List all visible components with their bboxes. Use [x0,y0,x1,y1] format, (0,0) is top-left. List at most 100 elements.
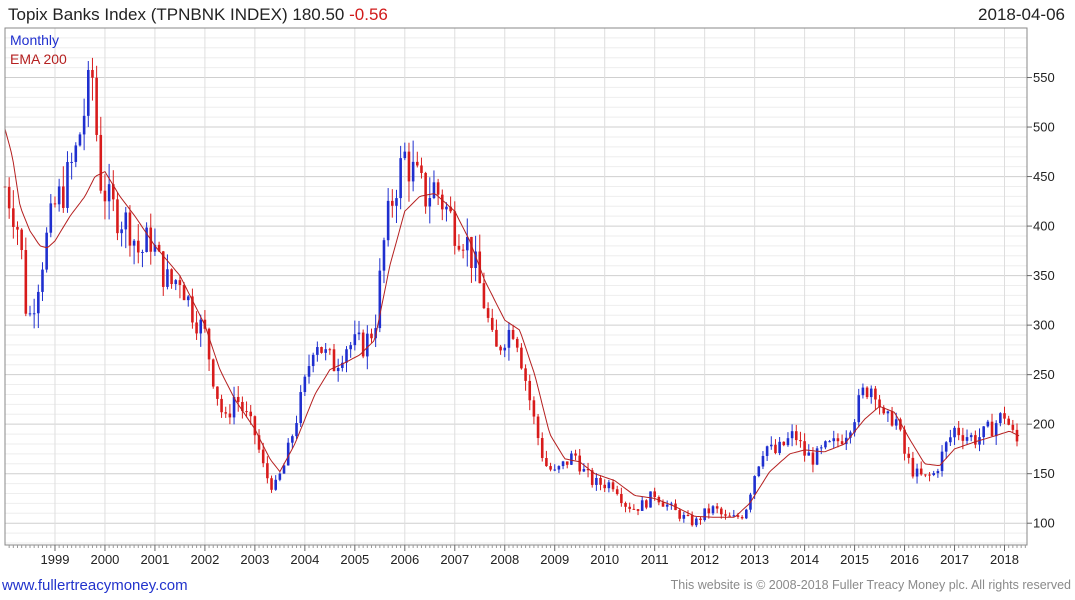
candle-body [940,451,944,472]
candle-body [99,134,103,191]
candle-body [174,280,178,285]
candle-body [1007,418,1010,425]
candle-body [1003,413,1006,419]
candle-body [270,478,273,490]
candle-body [311,354,315,367]
website-link[interactable]: www.fullertreacymoney.com [2,577,188,594]
candle-body [944,442,948,452]
candle-body [470,236,473,268]
candle-body [711,506,715,514]
y-tick-label: 450 [1033,169,1055,184]
candle-body [849,432,852,438]
x-tick-label: 2017 [940,552,969,567]
candle-body [345,349,348,363]
candle-body [357,332,361,335]
candle-body [824,441,827,448]
candle-body [903,429,906,454]
x-tick-label: 2004 [290,552,319,567]
candle-body [91,69,94,78]
candle-body [136,240,140,253]
candle-body [191,296,194,323]
candle-body [507,329,511,348]
candle-body [561,461,565,467]
candle-body [361,332,365,357]
candle-body [961,435,965,441]
candle-body [482,283,486,309]
y-tick-label: 150 [1033,466,1055,481]
candle-body [969,435,973,438]
legend: Monthly EMA 200 [10,32,67,67]
y-tick-label: 300 [1033,318,1055,333]
x-tick-label: 1999 [41,552,70,567]
candle-body [261,449,265,464]
candle-body [324,349,327,353]
candle-body [965,437,969,441]
candle-body [986,421,990,427]
candle-body [586,469,590,471]
candle-body [874,388,877,400]
candle-body [703,508,706,521]
candle-body [103,190,107,202]
candle-body [936,471,940,474]
candle-body [794,431,798,441]
candle-body [524,368,527,381]
candle-body [570,453,573,465]
candle-body [740,516,744,519]
candle-body [299,392,302,424]
candle-body [857,395,861,423]
x-tick-label: 2008 [490,552,519,567]
candle-body [503,347,507,351]
candle-body [37,291,40,314]
candle-body [607,482,611,489]
candle-body [620,494,623,504]
candle-body [511,329,515,339]
candle-body [416,161,419,166]
candle-body [366,333,369,357]
x-tick-label: 2014 [790,552,819,567]
candle-body [411,161,415,182]
candle-body [257,435,261,450]
candle-body [528,380,532,401]
candle-body [16,226,19,230]
candle-body [440,194,444,210]
x-tick-label: 2003 [240,552,269,567]
candle-body [428,198,432,207]
legend-entry: Monthly [10,32,59,48]
candle-body [28,313,32,315]
candle-body [869,388,873,398]
candle-body [166,269,169,287]
candle-body [928,474,931,476]
candle-body [690,515,694,526]
x-tick-label: 2010 [590,552,619,567]
candle-body [436,182,440,195]
candle-body [653,491,656,498]
axes: 100 150 200 250 300 350 400 450 500 550 1999 2000 20… [4,27,1055,567]
candle-body [32,313,36,315]
candle-body [595,477,598,485]
candle-body [611,482,615,490]
candle-body [253,416,257,436]
candle-body [336,367,340,372]
candle-body [757,466,761,477]
candle-body [686,514,690,516]
candle-body [728,515,731,517]
candle-body [195,322,198,334]
candle-body [865,387,869,398]
candle-body [882,407,886,414]
candle-body [603,484,606,489]
candle-body [207,328,211,360]
candle-body [145,227,148,252]
candle-body [894,419,898,426]
candle-body [574,453,577,456]
candle-body [599,477,602,485]
candle-body [461,249,465,251]
candle-body [424,172,427,207]
candle-body [199,319,203,334]
candle-body [878,399,881,408]
x-tick-label: 2002 [190,552,219,567]
candle-body [632,508,636,510]
y-tick-label: 550 [1033,70,1055,85]
candle-body [919,468,923,475]
ema-line-group [4,128,1020,518]
